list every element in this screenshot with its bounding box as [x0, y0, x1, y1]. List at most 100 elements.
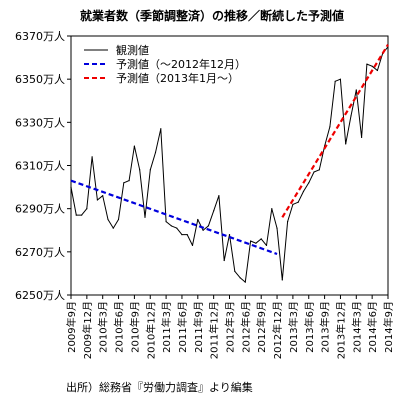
- source-note: 出所）総務省『労働力調査』より編集: [66, 380, 253, 394]
- y-tick-label: 6350万人: [15, 73, 65, 86]
- x-tick-label: 2013年6月: [303, 301, 316, 353]
- observed-data-point: [302, 190, 305, 192]
- observed-data-point: [202, 229, 204, 231]
- observed-data-point: [239, 277, 241, 279]
- series-line-forecast-to-2012-12: [70, 179, 278, 256]
- observed-data-point: [334, 80, 336, 82]
- observed-data-point: [176, 227, 178, 229]
- observed-data-point: [207, 225, 209, 227]
- observed-data-point: [313, 171, 315, 173]
- observed-data-point: [133, 145, 135, 147]
- observed-data-point: [228, 234, 231, 236]
- x-tick-label: 2011年6月: [176, 301, 189, 353]
- x-tick-label: 2013年3月: [287, 301, 300, 353]
- chart-title: 就業者数（季節調整済）の推移／断続した予測値: [80, 8, 344, 23]
- observed-data-point: [154, 151, 157, 154]
- observed-data-point: [86, 208, 88, 210]
- x-tick-label: 2012年12月: [271, 301, 284, 359]
- observed-data-point: [213, 210, 215, 212]
- observed-data-point: [191, 244, 194, 246]
- observed-data-point: [355, 89, 357, 91]
- y-tick-label: 6250万人: [15, 289, 65, 302]
- observed-data-point: [170, 225, 172, 227]
- x-tick-label: 2014年6月: [366, 301, 379, 353]
- observed-data-point: [123, 182, 125, 184]
- observed-data-point: [376, 69, 378, 72]
- observed-data-point: [308, 182, 310, 184]
- x-tick-label: 2010年6月: [113, 301, 126, 353]
- observed-data-point: [186, 234, 188, 236]
- observed-data-point: [260, 238, 262, 240]
- observed-data-point: [75, 214, 77, 216]
- x-tick-label: 2011年9月: [192, 301, 205, 353]
- observed-data-point: [366, 63, 368, 65]
- legend-item-forecast-from-2013-01-label: 予測値（2013年1月～）: [116, 71, 239, 85]
- observed-data-point: [265, 244, 268, 246]
- x-tick-label: 2010年9月: [128, 301, 141, 353]
- y-tick-label: 6370万人: [15, 30, 65, 43]
- x-tick-label: 2012年6月: [239, 301, 252, 353]
- observed-data-point: [339, 78, 341, 80]
- observed-data-point: [218, 195, 220, 197]
- x-tick-label: 2013年9月: [319, 301, 332, 353]
- x-tick-label: 2009年9月: [65, 301, 78, 353]
- observed-data-point: [160, 128, 162, 130]
- observed-data-point: [112, 227, 114, 229]
- x-tick-label: 2012年3月: [224, 301, 237, 353]
- observed-data-point: [271, 208, 273, 210]
- observed-data-point: [255, 242, 257, 244]
- observed-data-point: [350, 115, 352, 117]
- observed-data-point: [276, 227, 278, 229]
- x-tick-label: 2011年12月: [208, 301, 221, 359]
- observed-data-point: [128, 180, 130, 182]
- x-tick-label: 2011年3月: [160, 301, 173, 353]
- x-tick-label: 2014年9月: [382, 301, 395, 353]
- plot-frame: [70, 35, 389, 296]
- x-tick-label: 2014年3月: [350, 301, 363, 353]
- observed-data-point: [223, 259, 225, 262]
- observed-data-point: [91, 156, 93, 158]
- observed-data-point: [117, 218, 120, 221]
- observed-data-point: [318, 169, 320, 171]
- series-line-forecast-from-2013-01: [281, 44, 389, 218]
- observed-data-point: [144, 216, 146, 218]
- x-tick-label: 2013年12月: [334, 301, 347, 359]
- observed-data-point: [165, 221, 167, 223]
- y-tick-label: 6330万人: [15, 116, 65, 129]
- observed-data-point: [234, 270, 236, 272]
- observed-data-point: [250, 240, 252, 242]
- observed-data-point: [149, 169, 151, 171]
- observed-data-point: [181, 234, 183, 236]
- y-axis-tick-labels: 6250万人 6270万人 6290万人 6310万人 6330万人 6350万人 6370…: [15, 30, 65, 302]
- observed-data-point: [197, 218, 199, 221]
- observed-data-point: [107, 218, 109, 221]
- observed-data-point: [81, 214, 83, 216]
- series-layer: [70, 44, 389, 283]
- y-tick-label: 6270万人: [15, 246, 65, 259]
- x-tick-label: 2012年9月: [255, 301, 268, 353]
- y-tick-label: 6290万人: [15, 203, 65, 216]
- observed-data-point: [329, 126, 331, 128]
- observed-data-point: [102, 195, 104, 197]
- legend-item-forecast-to-2012-12-label: 予測値（～2012年12月）: [116, 57, 246, 71]
- legend-item-observed-label: 観測値: [116, 43, 149, 57]
- axis-ticks: [67, 35, 389, 299]
- x-tick-label: 2009年12月: [81, 301, 94, 359]
- y-tick-label: 6310万人: [15, 160, 65, 173]
- observed-data-point: [70, 186, 72, 188]
- observed-data-point: [361, 136, 363, 138]
- x-axis-tick-labels: 2009年9月 2009年12月 2010年3月 2010年6月 2010年9月 2010…: [65, 301, 395, 359]
- observed-data-point: [244, 281, 246, 283]
- observed-data-point: [281, 279, 283, 281]
- x-tick-label: 2010年3月: [97, 301, 110, 353]
- x-tick-label: 2010年12月: [144, 301, 157, 359]
- observed-data-point: [292, 203, 294, 205]
- observed-data-point: [297, 201, 299, 203]
- observed-data-point: [345, 143, 347, 145]
- observed-data-point: [287, 221, 289, 223]
- observed-data-point: [139, 169, 141, 171]
- observed-data-point: [371, 65, 373, 67]
- observed-data-point: [96, 199, 98, 201]
